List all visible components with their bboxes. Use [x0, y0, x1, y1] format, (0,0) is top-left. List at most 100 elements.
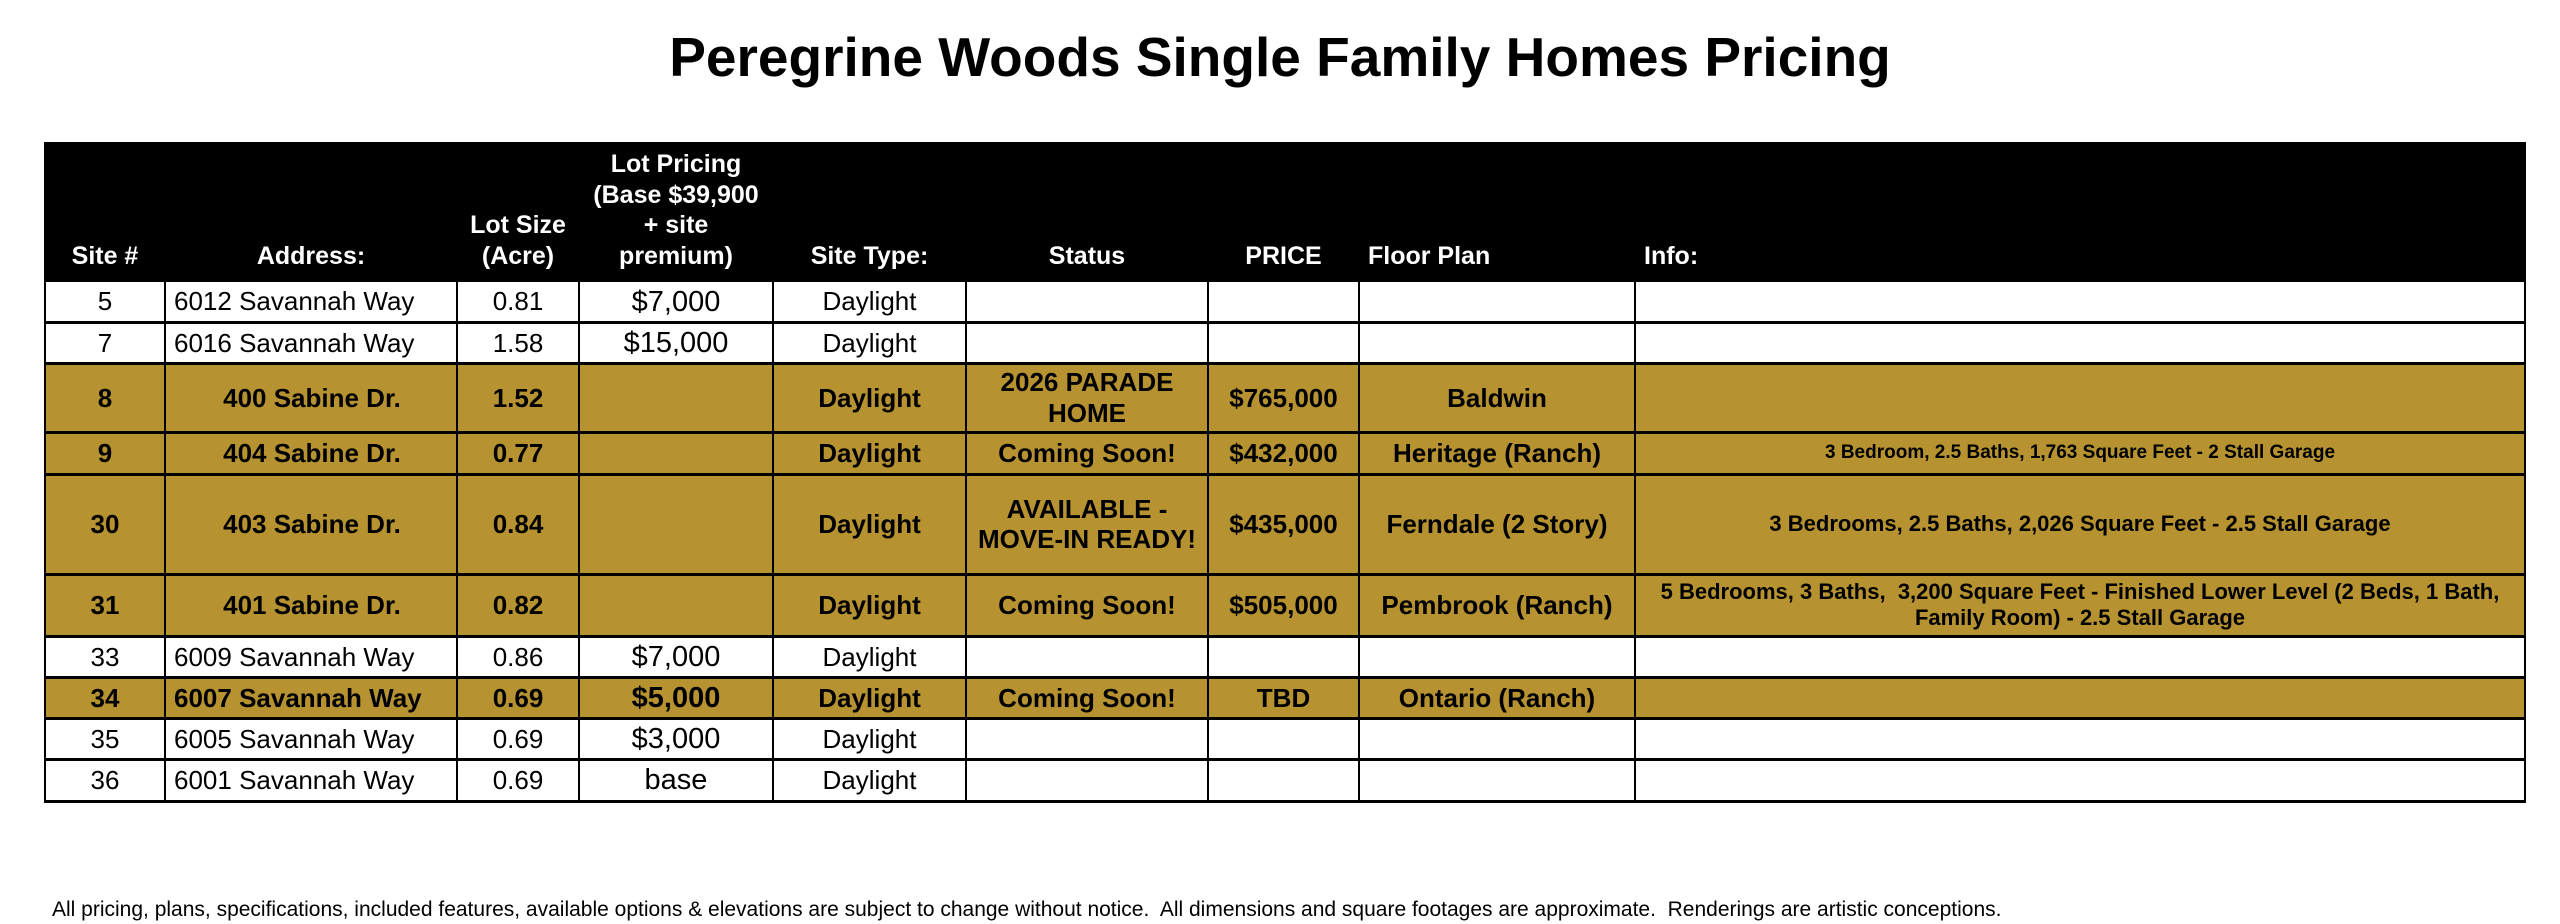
info-cell: 5 Bedrooms, 3 Baths, 3,200 Square Feet -…: [1634, 572, 2526, 638]
column-header-address: Address:: [164, 142, 458, 283]
floor-plan-cell: Heritage (Ranch): [1358, 430, 1636, 476]
column-header-lot-pricing: Lot Pricing (Base $39,900 + site premium…: [578, 142, 774, 283]
info-cell: [1634, 634, 2526, 680]
floor-plan-cell: Baldwin: [1358, 362, 1636, 434]
status-cell: Coming Soon!: [965, 676, 1209, 721]
lot-pricing-cell: [578, 430, 774, 476]
floor-plan-cell: Ferndale (2 Story): [1358, 472, 1636, 576]
floor-plan-cell: [1358, 321, 1636, 366]
address-cell: 6012 Savannah Way: [164, 279, 458, 325]
site-number-cell: 8: [44, 362, 166, 434]
table-header: Site # Address: Lot Size (Acre) Lot Pric…: [44, 142, 2526, 283]
price-cell: $505,000: [1207, 572, 1360, 638]
info-cell: [1634, 279, 2526, 325]
table-row: 5 6012 Savannah Way 0.81 $7,000 Daylight: [44, 279, 2526, 325]
lot-pricing-cell: $3,000: [578, 717, 774, 762]
table-row: 36 6001 Savannah Way 0.69 base Daylight: [44, 758, 2526, 803]
table-row: 33 6009 Savannah Way 0.86 $7,000 Dayligh…: [44, 634, 2526, 680]
site-number-cell: 5: [44, 279, 166, 325]
status-cell: [965, 634, 1209, 680]
address-cell: 6016 Savannah Way: [164, 321, 458, 366]
status-cell: AVAILABLE - MOVE-IN READY!: [965, 472, 1209, 576]
site-number-cell: 34: [44, 676, 166, 721]
price-cell: [1207, 634, 1360, 680]
floor-plan-cell: Ontario (Ranch): [1358, 676, 1636, 721]
address-cell: 403 Sabine Dr.: [164, 472, 458, 576]
info-cell: [1634, 321, 2526, 366]
site-type-cell: Daylight: [772, 279, 967, 325]
address-cell: 401 Sabine Dr.: [164, 572, 458, 638]
disclaimer-line-1: All pricing, plans, specifications, incl…: [52, 897, 2002, 921]
price-cell: TBD: [1207, 676, 1360, 721]
lot-pricing-cell: [578, 472, 774, 576]
lot-size-cell: 0.82: [456, 572, 580, 638]
status-cell: Coming Soon!: [965, 430, 1209, 476]
info-cell: [1634, 676, 2526, 721]
status-cell: [965, 279, 1209, 325]
price-cell: [1207, 758, 1360, 803]
column-header-site-type: Site Type:: [772, 142, 967, 283]
table-row: 34 6007 Savannah Way 0.69 $5,000 Dayligh…: [44, 676, 2526, 721]
page-title: Peregrine Woods Single Family Homes Pric…: [669, 26, 1891, 88]
lot-size-cell: 0.77: [456, 430, 580, 476]
site-type-cell: Daylight: [772, 758, 967, 803]
price-cell: $435,000: [1207, 472, 1360, 576]
site-type-cell: Daylight: [772, 676, 967, 721]
lot-pricing-cell: $15,000: [578, 321, 774, 366]
address-cell: 6005 Savannah Way: [164, 717, 458, 762]
price-cell: [1207, 321, 1360, 366]
address-cell: 6009 Savannah Way: [164, 634, 458, 680]
column-header-price: PRICE: [1207, 142, 1360, 283]
info-cell: [1634, 717, 2526, 762]
price-cell: [1207, 717, 1360, 762]
site-type-cell: Daylight: [772, 572, 967, 638]
floor-plan-cell: [1358, 717, 1636, 762]
site-number-cell: 9: [44, 430, 166, 476]
lot-size-cell: 0.81: [456, 279, 580, 325]
site-number-cell: 30: [44, 472, 166, 576]
lot-size-cell: 0.69: [456, 758, 580, 803]
site-type-cell: Daylight: [772, 717, 967, 762]
site-number-cell: 31: [44, 572, 166, 638]
lot-pricing-cell: $7,000: [578, 634, 774, 680]
status-cell: Coming Soon!: [965, 572, 1209, 638]
info-cell: 3 Bedroom, 2.5 Baths, 1,763 Square Feet …: [1634, 430, 2526, 476]
lot-size-cell: 0.84: [456, 472, 580, 576]
column-header-lot-size: Lot Size (Acre): [456, 142, 580, 283]
lot-pricing-cell: [578, 362, 774, 434]
table-row: 9 404 Sabine Dr. 0.77 Daylight Coming So…: [44, 430, 2526, 476]
status-cell: [965, 758, 1209, 803]
site-type-cell: Daylight: [772, 430, 967, 476]
table-row: 31 401 Sabine Dr. 0.82 Daylight Coming S…: [44, 572, 2526, 638]
column-header-info: Info:: [1634, 142, 2526, 283]
table-row: 8 400 Sabine Dr. 1.52 Daylight 2026 PARA…: [44, 362, 2526, 434]
site-number-cell: 35: [44, 717, 166, 762]
address-cell: 400 Sabine Dr.: [164, 362, 458, 434]
floor-plan-cell: Pembrook (Ranch): [1358, 572, 1636, 638]
lot-pricing-cell: $5,000: [578, 676, 774, 721]
site-type-cell: Daylight: [772, 362, 967, 434]
lot-size-cell: 0.86: [456, 634, 580, 680]
address-cell: 6001 Savannah Way: [164, 758, 458, 803]
lot-size-cell: 0.69: [456, 676, 580, 721]
site-number-cell: 7: [44, 321, 166, 366]
lot-pricing-cell: base: [578, 758, 774, 803]
pricing-table: Site # Address: Lot Size (Acre) Lot Pric…: [44, 142, 2526, 803]
table-row: 30 403 Sabine Dr. 0.84 Daylight AVAILABL…: [44, 472, 2526, 576]
info-cell: [1634, 758, 2526, 803]
column-header-site-number: Site #: [44, 142, 166, 283]
status-cell: [965, 717, 1209, 762]
status-cell: 2026 PARADE HOME: [965, 362, 1209, 434]
table-body: 5 6012 Savannah Way 0.81 $7,000 Daylight…: [44, 279, 2526, 803]
lot-pricing-cell: $7,000: [578, 279, 774, 325]
address-cell: 6007 Savannah Way: [164, 676, 458, 721]
lot-size-cell: 1.52: [456, 362, 580, 434]
site-number-cell: 33: [44, 634, 166, 680]
table-row: 35 6005 Savannah Way 0.69 $3,000 Dayligh…: [44, 717, 2526, 762]
price-cell: $765,000: [1207, 362, 1360, 434]
lot-pricing-cell: [578, 572, 774, 638]
site-type-cell: Daylight: [772, 321, 967, 366]
info-cell: [1634, 362, 2526, 434]
lot-size-cell: 1.58: [456, 321, 580, 366]
floor-plan-cell: [1358, 758, 1636, 803]
